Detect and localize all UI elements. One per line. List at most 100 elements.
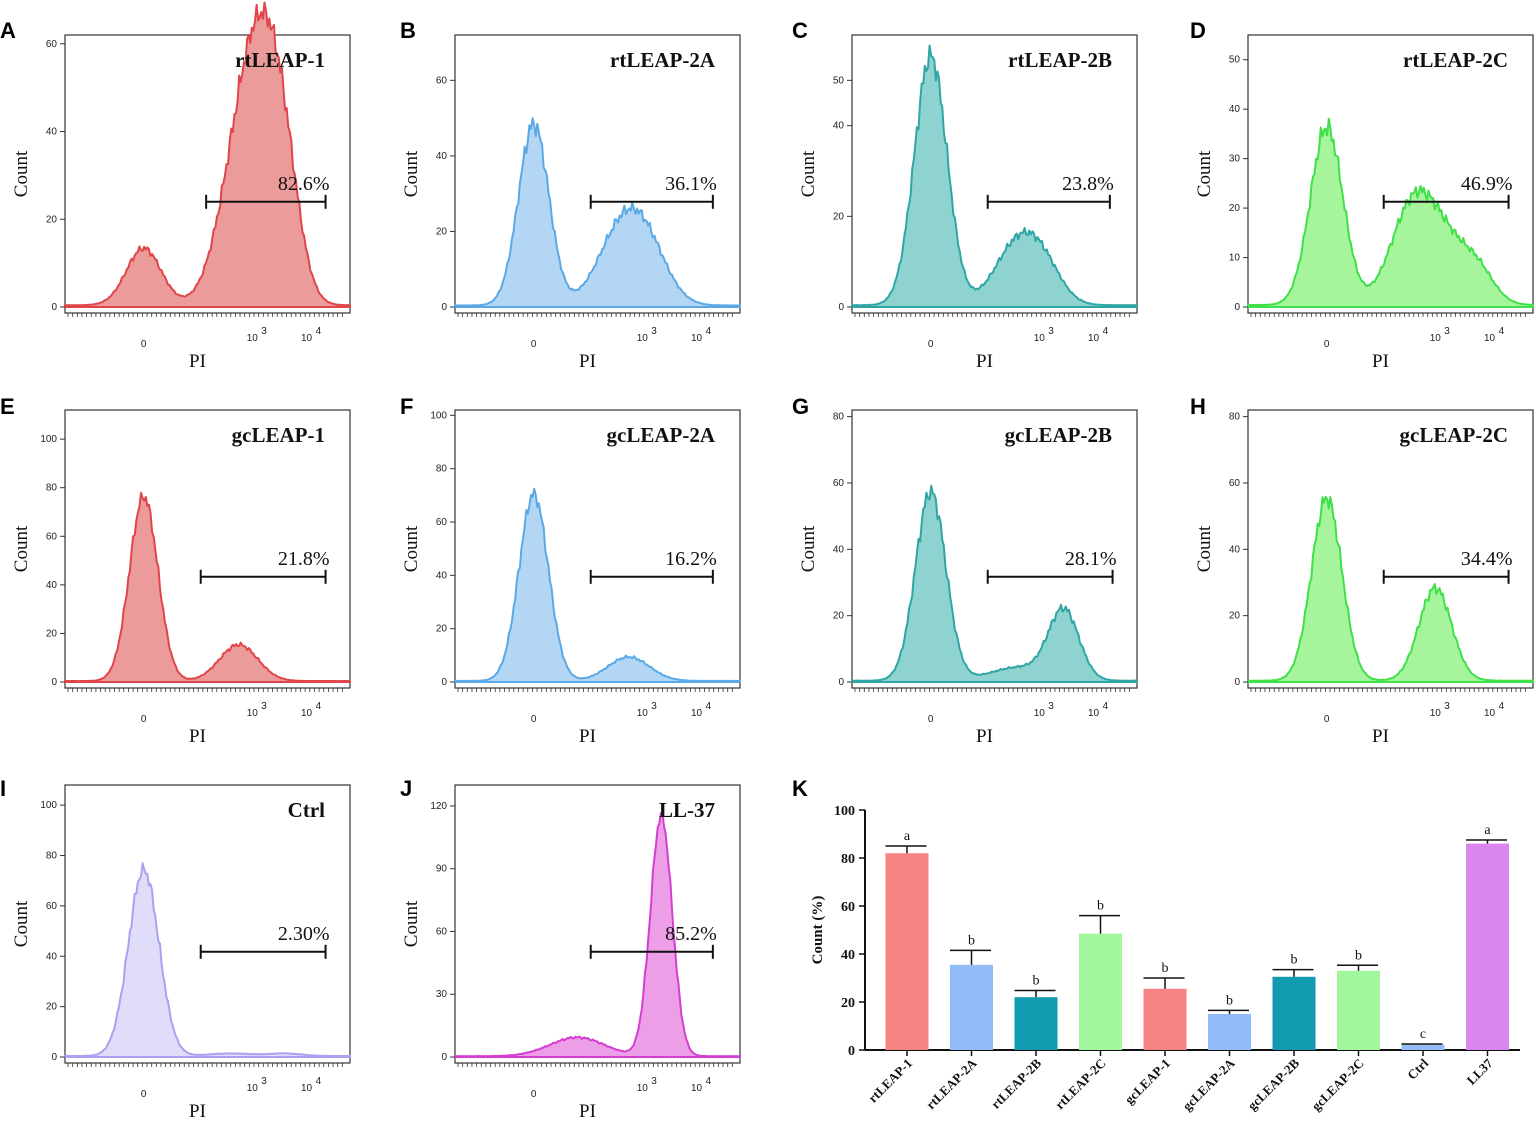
y-axis-label: Count <box>11 150 32 197</box>
x-axis-label: PI <box>1372 351 1389 372</box>
bar <box>1401 1044 1445 1050</box>
y-tick-label: 0 <box>51 302 57 313</box>
y-tick-label: 20 <box>833 211 845 222</box>
panel-letter: B <box>400 18 416 43</box>
y-axis-label: Count <box>401 150 422 197</box>
panel-letter: A <box>0 18 16 43</box>
y-tick-label: 0 <box>838 677 844 688</box>
bar <box>1272 976 1316 1050</box>
x-tick-label: 10 <box>637 708 649 719</box>
x-tick-label: 10 <box>691 333 703 344</box>
y-tick-label: 30 <box>436 989 448 1000</box>
gate-percent: 82.6% <box>278 173 330 195</box>
y-tick-label: 20 <box>841 996 855 1011</box>
y-axis-label: Count <box>798 150 819 197</box>
x-tick-label: 0 <box>928 339 934 350</box>
y-tick-label: 90 <box>436 864 448 875</box>
histogram-curve <box>64 862 351 1058</box>
significance-letter: b <box>1226 993 1233 1008</box>
y-tick-label: 60 <box>46 39 58 50</box>
panel-letter: J <box>400 776 412 801</box>
significance-letter: c <box>1420 1027 1426 1042</box>
x-tick-label: 10 <box>1088 333 1100 344</box>
gate-percent: 28.1% <box>1065 548 1117 570</box>
panel-title: LL-37 <box>659 798 715 822</box>
gate-percent: 21.8% <box>278 548 330 570</box>
y-tick-label: 10 <box>1229 253 1241 264</box>
bar <box>1143 988 1187 1050</box>
x-tick-label: 0 <box>1324 714 1330 725</box>
y-tick-label: 60 <box>833 478 845 489</box>
x-tick-exponent: 3 <box>651 701 657 712</box>
histogram-curve <box>64 1 351 308</box>
y-tick-label: 80 <box>841 852 855 867</box>
x-tick-exponent: 3 <box>651 1076 657 1087</box>
y-tick-label: 0 <box>51 677 57 688</box>
y-axis-label: Count <box>798 525 819 572</box>
x-tick-exponent: 4 <box>316 1076 322 1087</box>
x-tick-label: 10 <box>301 708 313 719</box>
significance-letter: b <box>1291 953 1298 968</box>
significance-letter: a <box>1484 823 1491 838</box>
y-tick-label: 60 <box>436 75 448 86</box>
x-axis-label: PI <box>579 1101 596 1122</box>
x-tick-exponent: 3 <box>1048 701 1054 712</box>
x-category-label: rtLEAP-2B <box>988 1055 1044 1111</box>
y-tick-label: 0 <box>1234 302 1240 313</box>
x-tick-exponent: 3 <box>651 326 657 337</box>
x-tick-label: 0 <box>928 714 934 725</box>
x-tick-exponent: 3 <box>261 701 267 712</box>
x-tick-label: 10 <box>1484 708 1496 719</box>
bar <box>885 853 929 1050</box>
y-tick-label: 60 <box>46 901 58 912</box>
histogram-curve <box>64 491 351 683</box>
significance-letter: b <box>1162 961 1169 976</box>
bar <box>1014 997 1058 1050</box>
y-tick-label: 40 <box>436 570 448 581</box>
x-category-label: gcLEAP-2B <box>1245 1055 1303 1113</box>
panel-title: Ctrl <box>288 798 325 822</box>
panel-letter: H <box>1190 394 1206 419</box>
x-tick-label: 10 <box>691 1083 703 1094</box>
y-tick-label: 0 <box>1234 677 1240 688</box>
x-tick-label: 10 <box>301 333 313 344</box>
x-tick-exponent: 3 <box>1444 701 1450 712</box>
x-category-label: rtLEAP-2C <box>1052 1056 1109 1113</box>
y-tick-label: 100 <box>40 800 57 811</box>
panel-title: gcLEAP-2B <box>1005 423 1112 447</box>
y-tick-label: 80 <box>833 412 845 423</box>
x-tick-exponent: 4 <box>1499 326 1505 337</box>
x-tick-label: 10 <box>301 1083 313 1094</box>
panel-letter: I <box>0 776 6 801</box>
y-axis-label: Count <box>1194 525 1215 572</box>
y-tick-label: 0 <box>838 302 844 313</box>
x-tick-label: 0 <box>531 714 537 725</box>
y-tick-label: 40 <box>46 127 58 138</box>
histogram-curve <box>1247 117 1534 308</box>
gate-percent: 85.2% <box>665 923 717 945</box>
x-category-label: gcLEAP-2A <box>1180 1055 1239 1114</box>
gate-percent: 23.8% <box>1062 173 1114 195</box>
x-axis-label: PI <box>1372 726 1389 747</box>
y-tick-label: 40 <box>833 121 845 132</box>
y-tick-label: 50 <box>1229 55 1241 66</box>
x-tick-exponent: 4 <box>706 326 712 337</box>
panel-title: rtLEAP-1 <box>235 48 325 72</box>
y-axis-label: Count <box>1194 150 1215 197</box>
significance-letter: b <box>1033 973 1040 988</box>
bar-chart-k: K 0 20 40 60 80 100 Count (%) a rtLEAP-1 b rtLEAP-2… <box>792 776 1520 1114</box>
histogram-curve <box>454 810 741 1058</box>
histogram-curve <box>454 117 741 308</box>
panel-title: rtLEAP-2C <box>1403 48 1508 72</box>
y-tick-label: 0 <box>441 1052 447 1063</box>
x-tick-exponent: 4 <box>706 701 712 712</box>
y-axis-label: Count <box>401 525 422 572</box>
x-axis-label: PI <box>976 351 993 372</box>
x-tick-label: 10 <box>247 708 259 719</box>
bar <box>1337 970 1380 1050</box>
x-tick-label: 10 <box>247 1083 259 1094</box>
y-tick-label: 60 <box>436 517 448 528</box>
